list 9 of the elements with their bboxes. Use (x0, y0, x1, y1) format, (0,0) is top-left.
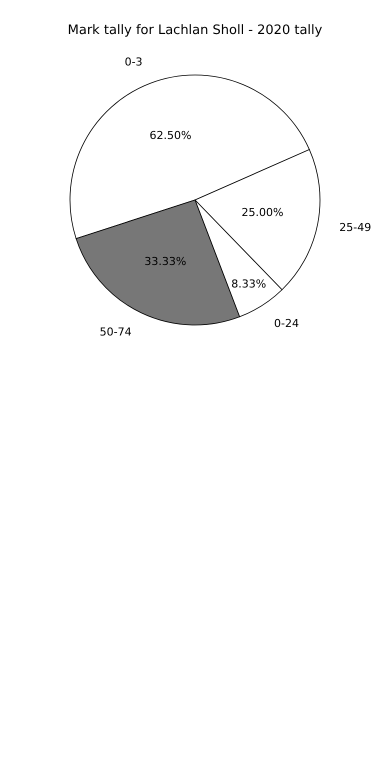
slice-label: 25-49 (339, 221, 372, 234)
data-label: 33.33% (144, 255, 186, 268)
chart-title: Mark tally for Lachlan Sholl - 2020 tally (68, 23, 323, 38)
data-label: 25.00% (242, 206, 284, 220)
slice-label: 0-24 (274, 316, 299, 330)
data-label: 62.50% (150, 128, 192, 142)
slice-label: 50-74 (100, 326, 132, 339)
data-label: 8.33% (231, 277, 266, 290)
slice-label: 0-3 (124, 56, 143, 69)
